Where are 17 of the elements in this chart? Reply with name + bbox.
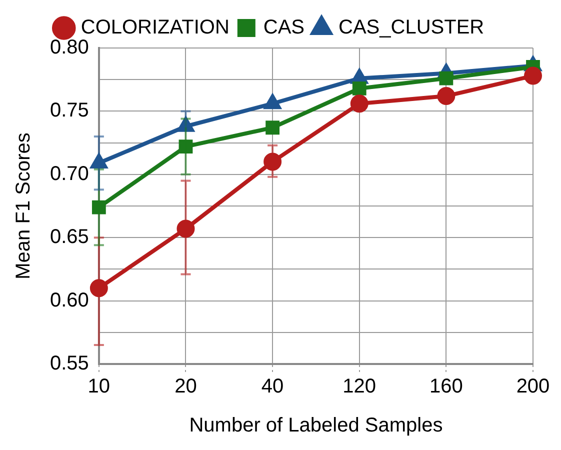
y-tick-label: 0.55: [50, 352, 89, 375]
y-tick-label: 0.70: [50, 162, 89, 185]
y-tick-label: 0.80: [50, 36, 89, 59]
y-axis-title: Mean F1 Scores: [12, 132, 35, 280]
y-tick-label: 0.60: [50, 289, 89, 312]
x-tick-label: 20: [174, 376, 197, 398]
x-tick-label: 200: [516, 376, 550, 398]
legend-label: COLORIZATION: [80, 16, 230, 39]
y-tick-label: 0.75: [50, 100, 89, 122]
y-tick-label: 0.65: [50, 226, 89, 248]
x-tick-label: 40: [261, 376, 284, 398]
x-axis-title: Number of Labeled Samples: [189, 414, 443, 437]
legend-label: CAS: [263, 16, 305, 39]
legend-label: CAS_CLUSTER: [338, 16, 484, 39]
x-tick-label: 160: [430, 376, 463, 398]
x-tick-label: 10: [88, 376, 110, 398]
x-tick-label: 120: [342, 376, 376, 398]
